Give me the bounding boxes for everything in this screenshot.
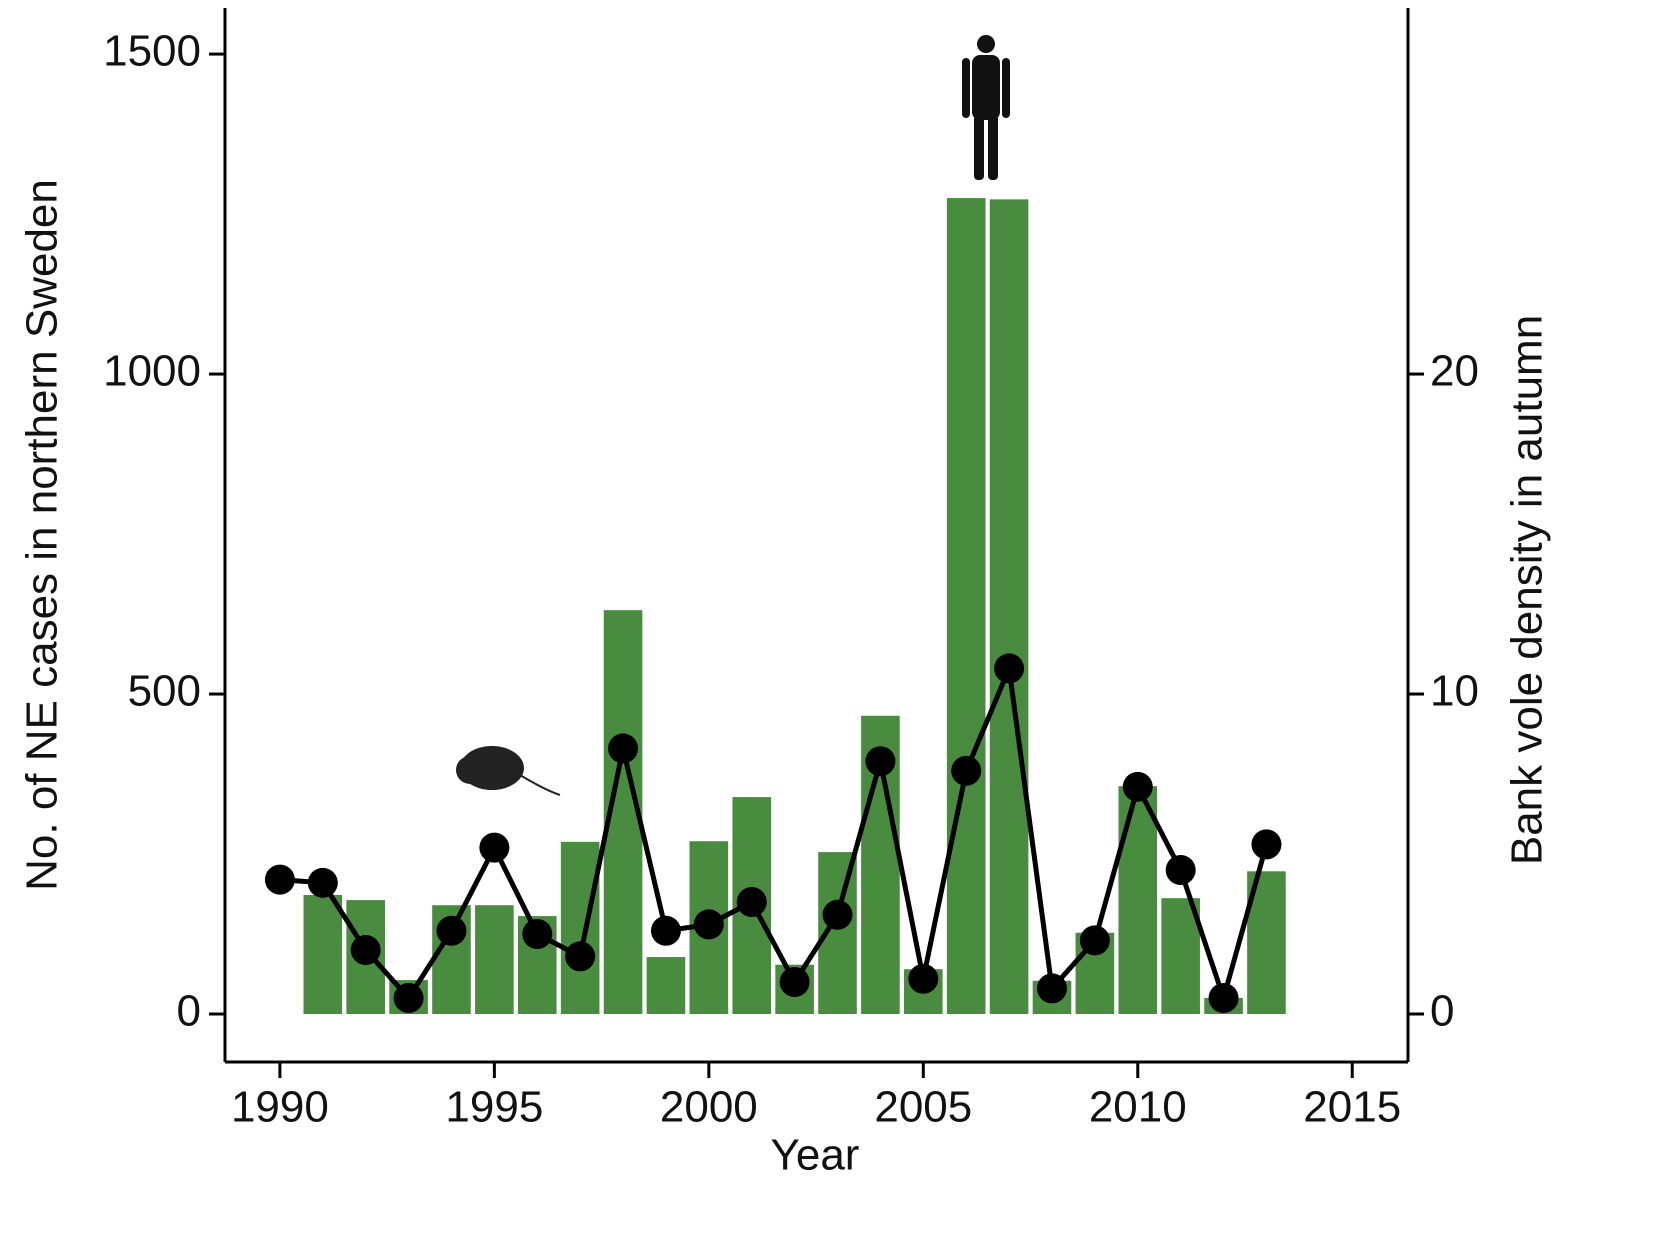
marker	[736, 887, 767, 918]
x-tick-label: 1995	[445, 1083, 543, 1132]
marker	[1079, 925, 1110, 956]
y-tick-label: 1500	[103, 27, 201, 76]
marker	[1208, 983, 1239, 1014]
marker	[522, 919, 553, 950]
marker	[951, 755, 982, 786]
y-tick-label: 1000	[103, 347, 201, 396]
bar	[303, 894, 343, 1015]
x-tick-label: 2005	[874, 1083, 972, 1132]
y-axis-label: No. of NE cases in northern Sweden	[18, 179, 67, 891]
x-tick-label: 2015	[1303, 1083, 1401, 1132]
marker	[1036, 973, 1067, 1004]
y2-axis-label: Bank vole density in autumn	[1503, 315, 1552, 865]
x-tick-label: 2000	[660, 1083, 758, 1132]
y2-tick-label: 0	[1430, 987, 1454, 1036]
marker	[393, 983, 424, 1014]
bar	[560, 841, 600, 1015]
human-icon	[962, 35, 1010, 180]
marker	[908, 963, 939, 994]
x-axis-label: Year	[771, 1131, 860, 1180]
marker	[565, 941, 596, 972]
marker	[436, 915, 467, 946]
bar	[989, 199, 1029, 1015]
bar	[946, 198, 986, 1015]
bar	[475, 905, 514, 1015]
y2-tick-label: 10	[1430, 667, 1479, 716]
marker	[994, 653, 1025, 684]
marker	[822, 899, 853, 930]
marker	[1122, 771, 1153, 802]
y2-tick-label: 20	[1430, 347, 1479, 396]
bar	[1161, 898, 1200, 1015]
y-tick-label: 500	[128, 667, 201, 716]
marker	[608, 733, 639, 764]
marker	[307, 867, 338, 898]
marker	[479, 832, 510, 863]
x-tick-label: 1990	[231, 1083, 329, 1132]
marker	[1165, 855, 1196, 886]
marker	[650, 915, 681, 946]
marker	[693, 909, 724, 940]
marker	[264, 864, 295, 895]
marker	[1251, 829, 1282, 860]
y-tick-label: 0	[177, 987, 201, 1036]
marker	[779, 967, 810, 998]
marker	[350, 935, 381, 966]
vole-icon	[456, 746, 561, 796]
x-tick-label: 2010	[1089, 1083, 1187, 1132]
marker	[865, 746, 896, 777]
bar	[646, 957, 686, 1015]
bar	[1118, 786, 1158, 1015]
